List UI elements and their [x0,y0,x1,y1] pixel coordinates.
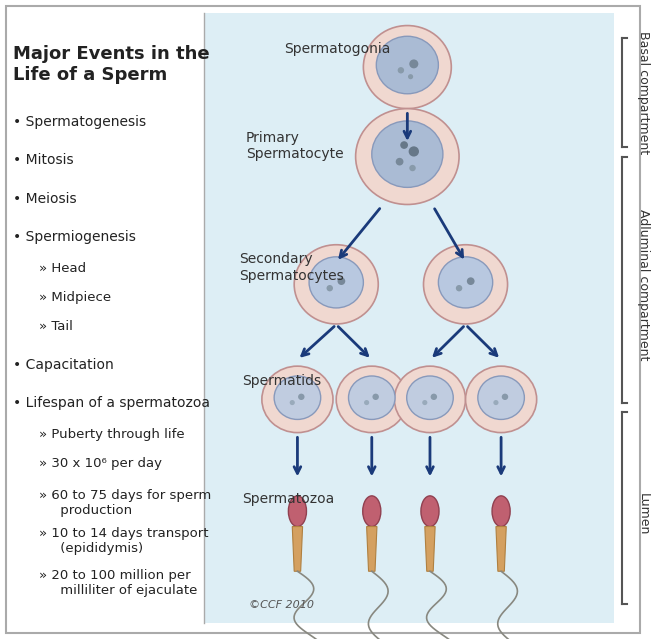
FancyBboxPatch shape [7,6,640,633]
Ellipse shape [376,36,438,94]
Text: Major Events in the
Life of a Sperm: Major Events in the Life of a Sperm [13,45,209,84]
Text: • Lifespan of a spermatozoa: • Lifespan of a spermatozoa [13,396,210,410]
Ellipse shape [422,400,428,405]
Text: • Capacitation: • Capacitation [13,358,113,372]
Text: Spermatids: Spermatids [243,374,321,388]
Text: » Midpiece: » Midpiece [39,291,111,304]
Ellipse shape [289,400,295,405]
Text: • Meiosis: • Meiosis [13,192,76,206]
Ellipse shape [294,245,378,324]
Text: Adluminal compartment: Adluminal compartment [637,209,650,360]
Text: Basal compartment: Basal compartment [637,31,650,154]
Ellipse shape [424,245,507,324]
Ellipse shape [372,394,379,400]
Text: » Head: » Head [39,262,86,275]
Ellipse shape [430,394,437,400]
Ellipse shape [494,400,499,405]
Ellipse shape [262,366,333,433]
Ellipse shape [409,59,419,68]
Ellipse shape [407,376,453,419]
Ellipse shape [408,74,413,79]
Text: Secondary
Spermatocytes: Secondary Spermatocytes [239,252,344,282]
Text: Lumen: Lumen [637,493,650,535]
Ellipse shape [502,394,508,400]
Ellipse shape [467,277,475,285]
Ellipse shape [394,366,466,433]
Ellipse shape [478,376,524,419]
Text: » 20 to 100 million per
     milliliter of ejaculate: » 20 to 100 million per milliliter of ej… [39,569,197,597]
Ellipse shape [274,376,321,419]
Ellipse shape [398,67,404,73]
Text: Primary
Spermatocyte: Primary Spermatocyte [246,131,344,161]
Text: • Spermiogenesis: • Spermiogenesis [13,230,136,244]
Polygon shape [366,527,377,571]
Ellipse shape [409,146,419,157]
Text: ©CCF 2010: ©CCF 2010 [249,600,314,610]
Polygon shape [425,527,435,571]
Ellipse shape [438,257,493,308]
Text: » 10 to 14 days transport
     (epididymis): » 10 to 14 days transport (epididymis) [39,527,208,555]
Ellipse shape [409,165,416,171]
Ellipse shape [336,366,408,433]
Ellipse shape [396,158,404,166]
Ellipse shape [400,141,408,149]
Text: Spermatozoa: Spermatozoa [243,492,334,506]
Ellipse shape [288,496,306,527]
Text: • Spermatogenesis: • Spermatogenesis [13,115,146,129]
FancyBboxPatch shape [203,13,614,623]
Ellipse shape [363,26,451,109]
Text: » 60 to 75 days for sperm
     production: » 60 to 75 days for sperm production [39,489,211,517]
Text: • Mitosis: • Mitosis [13,153,74,167]
Ellipse shape [456,285,462,291]
Ellipse shape [327,285,333,291]
Ellipse shape [309,257,363,308]
Ellipse shape [363,496,381,527]
Text: Spermatogonia: Spermatogonia [284,42,391,56]
Polygon shape [292,527,303,571]
Ellipse shape [355,109,459,204]
Ellipse shape [349,376,395,419]
Text: » Puberty through life: » Puberty through life [39,428,185,441]
Ellipse shape [421,496,439,527]
Text: » 30 x 10⁶ per day: » 30 x 10⁶ per day [39,457,162,470]
Text: » Tail: » Tail [39,320,72,332]
Ellipse shape [492,496,510,527]
Ellipse shape [372,121,443,187]
Ellipse shape [466,366,537,433]
Ellipse shape [298,394,304,400]
Ellipse shape [364,400,369,405]
Ellipse shape [338,277,346,285]
Polygon shape [496,527,506,571]
